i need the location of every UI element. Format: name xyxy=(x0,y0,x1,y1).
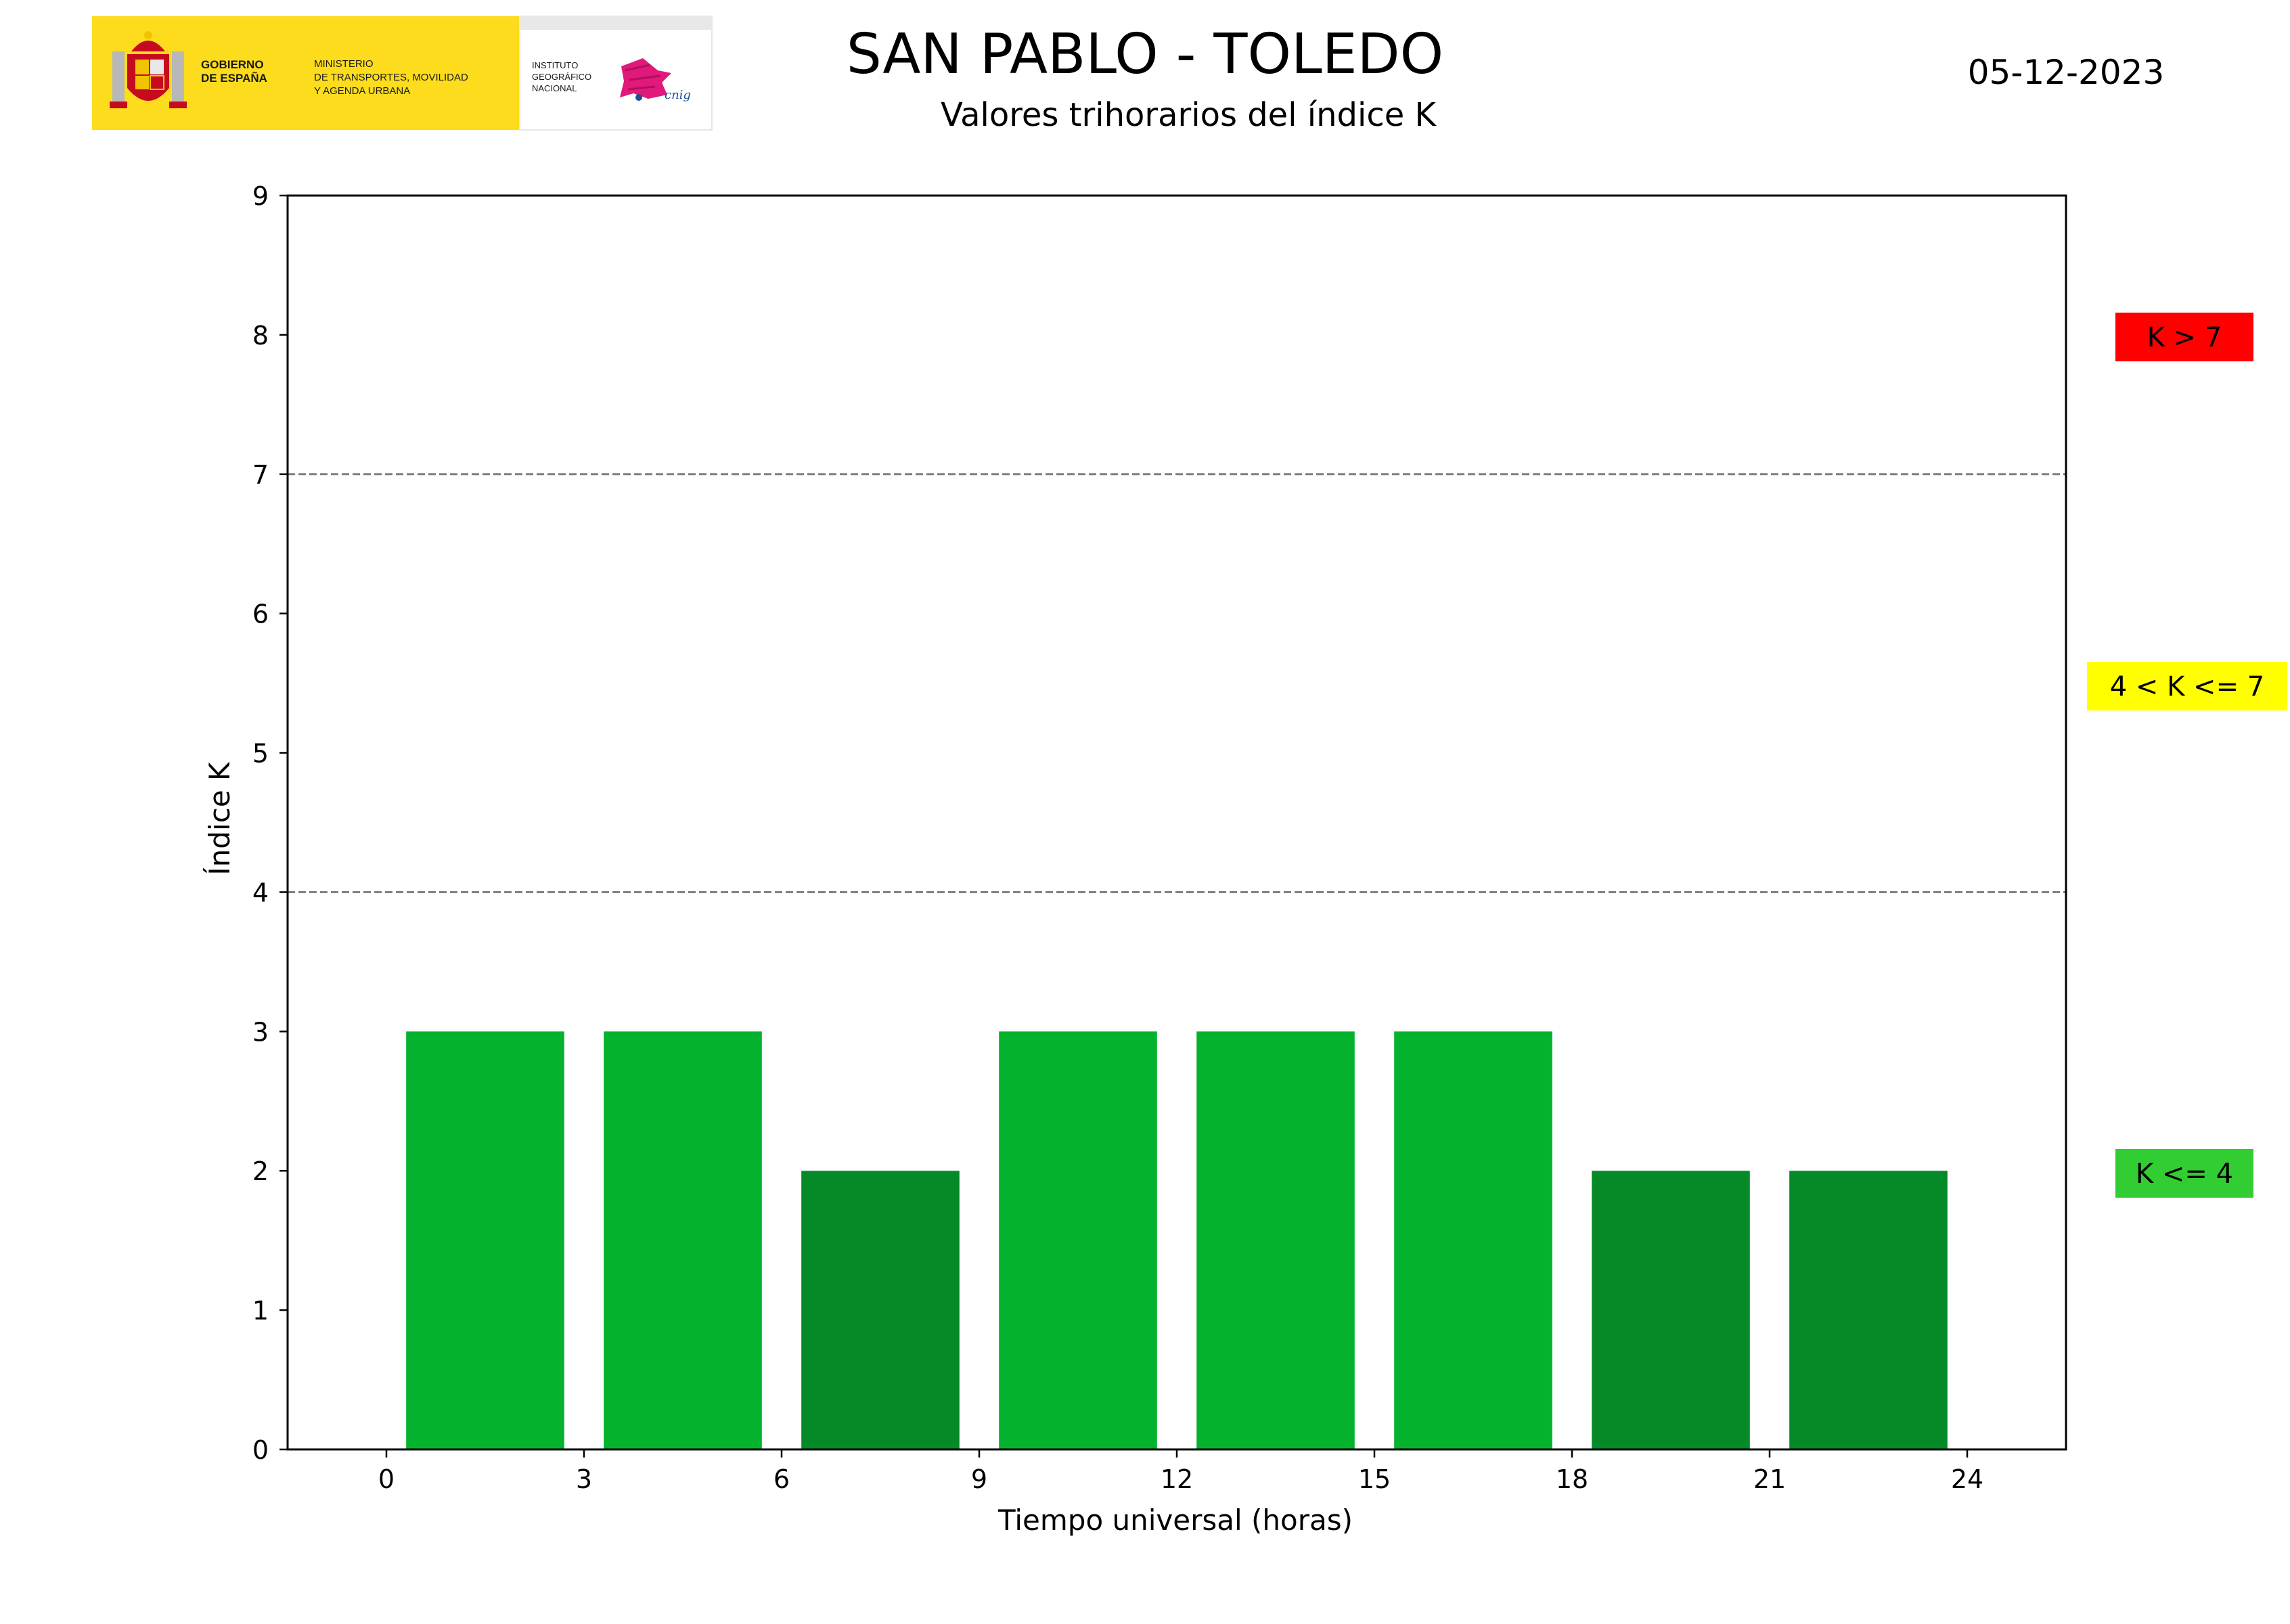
bar-18-21 xyxy=(1592,1171,1750,1449)
logo-grey-strip xyxy=(520,16,712,30)
logo: GOBIERNO DE ESPAÑA MINISTERIO DE TRANSPO… xyxy=(92,16,713,131)
logo-cnig: cnig xyxy=(665,88,691,102)
logo-gobierno-line2: DE ESPAÑA xyxy=(201,71,267,85)
x-tick-label: 3 xyxy=(576,1464,592,1494)
y-tick-label: 3 xyxy=(252,1017,269,1047)
y-tick-label: 0 xyxy=(252,1435,269,1465)
x-tick-label: 9 xyxy=(971,1464,987,1494)
y-axis: 0 1 2 3 4 5 6 7 8 9 xyxy=(252,181,288,1465)
legend-box-0 xyxy=(2115,313,2253,361)
bar-0-3 xyxy=(406,1031,564,1449)
y-tick-label: 5 xyxy=(252,739,269,769)
x-tick-label: 0 xyxy=(378,1464,395,1494)
legend-box-2 xyxy=(2115,1149,2253,1198)
x-tick-label: 24 xyxy=(1951,1464,1983,1494)
y-tick-label: 7 xyxy=(252,460,269,490)
legend-label-2: K <= 4 xyxy=(2136,1158,2233,1190)
legend-label-1: 4 < K <= 7 xyxy=(2110,671,2265,702)
bar-9-12 xyxy=(999,1031,1157,1449)
x-axis-label: Tiempo universal (horas) xyxy=(997,1504,1353,1537)
bar-12-15 xyxy=(1196,1031,1355,1449)
y-tick-label: 4 xyxy=(252,878,269,907)
x-tick-label: 18 xyxy=(1556,1464,1588,1494)
bar-15-18 xyxy=(1394,1031,1552,1449)
bar-21-24 xyxy=(1789,1171,1948,1449)
x-tick-label: 15 xyxy=(1358,1464,1391,1494)
logo-ministerio-line2: DE TRANSPORTES, MOVILIDAD xyxy=(314,72,468,83)
y-tick-label: 8 xyxy=(252,321,269,351)
logo-instituto-line3: NACIONAL xyxy=(532,83,577,93)
logo-ministerio-line3: Y AGENDA URBANA xyxy=(314,85,410,97)
chart-date: 05-12-2023 xyxy=(1968,53,2165,92)
y-tick-label: 1 xyxy=(252,1296,269,1326)
y-tick-label: 2 xyxy=(252,1156,269,1186)
y-tick-label: 6 xyxy=(252,600,269,629)
logo-gobierno-line1: GOBIERNO xyxy=(201,58,264,71)
legend: K > 7 4 < K <= 7 K <= 4 xyxy=(2087,313,2287,1198)
logo-instituto-line1: INSTITUTO xyxy=(532,60,578,70)
y-tick-label: 9 xyxy=(252,181,269,211)
logo-ministerio-line1: MINISTERIO xyxy=(314,58,374,70)
thresholds-layer xyxy=(288,473,2066,893)
chart-title: SAN PABLO - TOLEDO xyxy=(847,22,1443,87)
x-axis: 0 3 6 9 12 15 18 21 24 xyxy=(378,1449,1983,1494)
legend-box-1 xyxy=(2087,662,2287,710)
logo-white-panel xyxy=(519,16,713,131)
x-tick-label: 12 xyxy=(1161,1464,1193,1494)
y-axis-label: Índice K xyxy=(202,761,236,876)
bars-layer xyxy=(406,1031,1948,1449)
ign-map-icon xyxy=(620,58,671,101)
legend-label-0: K > 7 xyxy=(2147,322,2222,353)
x-tick-label: 21 xyxy=(1753,1464,1786,1494)
bar-3-6 xyxy=(604,1031,762,1449)
logo-instituto-line2: GEOGRÁFICO xyxy=(532,72,591,82)
chart-subtitle: Valores trihorarios del índice K xyxy=(941,96,1437,134)
bar-6-9 xyxy=(801,1171,960,1449)
x-tick-label: 6 xyxy=(773,1464,790,1494)
coat-of-arms-icon xyxy=(110,31,187,108)
